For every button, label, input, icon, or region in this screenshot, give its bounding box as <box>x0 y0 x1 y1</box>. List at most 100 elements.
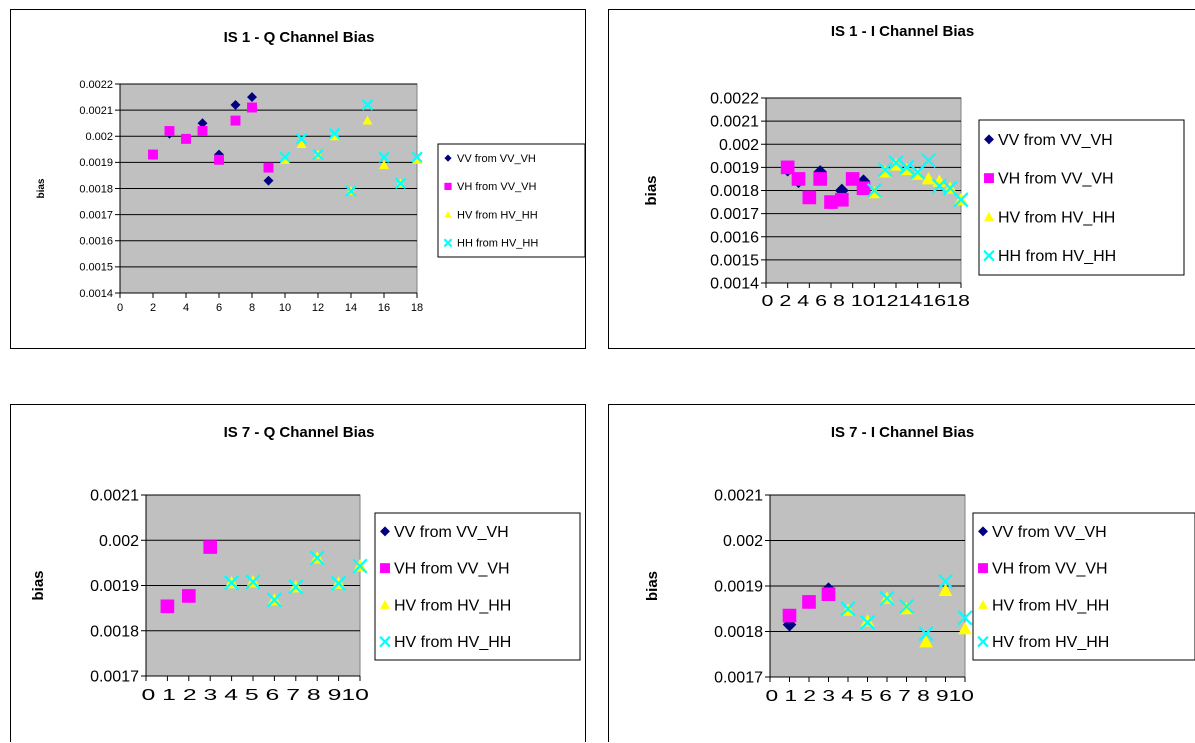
data-point <box>203 540 218 554</box>
y-tick-label: 0.0016 <box>79 236 113 248</box>
legend-marker <box>443 238 453 248</box>
data-point <box>266 592 282 608</box>
data-point <box>352 558 368 574</box>
x-tick-labels: 0 1 2 3 4 5 6 7 8 910 <box>142 687 370 704</box>
data-point <box>919 635 933 648</box>
data-point <box>245 574 261 590</box>
data-point <box>280 154 290 164</box>
y-tick-label: 0.0021 <box>714 488 763 505</box>
x-tick-label: 8 <box>249 302 255 314</box>
data-point <box>328 127 341 140</box>
y-tick-label: 0.0018 <box>90 623 139 640</box>
data-point <box>181 589 196 603</box>
x-tick-label: 0 <box>117 302 123 314</box>
y-tick-label: 0.0018 <box>714 624 763 641</box>
data-point <box>230 99 241 110</box>
data-point <box>958 621 972 635</box>
chart-svg-is7-i: IS 7 - I Channel Bias 0.0017 0.0018 0.0019 0… <box>644 424 1195 705</box>
legend-label: HV from HV_HH <box>457 209 538 221</box>
x-tick-label: 6 <box>216 302 222 314</box>
y-tick-label: 0.0014 <box>79 288 113 300</box>
data-point <box>214 149 224 160</box>
data-point <box>197 118 208 129</box>
legend-marker <box>380 563 390 574</box>
data-point <box>164 126 175 136</box>
legend-marker <box>978 526 988 537</box>
legend-box <box>972 512 1195 661</box>
chart-svg-is1-q: IS 1 - Q Channel Bias 0.0014 0.0015 0.0016 0… <box>36 29 586 314</box>
data-point <box>288 579 304 595</box>
y-tick-label: 0.0021 <box>79 105 113 117</box>
legend-marker <box>380 599 390 609</box>
legend-marker <box>444 154 452 162</box>
y-tick-label: 0.0019 <box>710 160 759 177</box>
data-point <box>247 102 257 113</box>
x-tick-label: 2 <box>150 302 156 314</box>
y-tick-label: 0.0021 <box>710 114 759 131</box>
chart-panel-is1-q: IS 1 - Q Channel Bias 0.0014 0.0015 0.0016 0… <box>10 9 586 349</box>
data-point <box>877 162 893 178</box>
chart-title: IS 1 - Q Channel Bias <box>224 29 375 46</box>
y-tick-label: 0.002 <box>99 533 139 550</box>
legend-label: VH from VV_VH <box>457 181 537 193</box>
data-point <box>782 617 797 632</box>
legend-box <box>437 143 586 258</box>
x-tick-labels: 0 2 4 6 8 1012141618 <box>762 293 971 310</box>
data-point <box>247 92 257 103</box>
y-tick-label: 0.0018 <box>710 183 759 200</box>
x-tick-labels: 0 1 2 3 4 5 6 7 8 910 <box>766 688 975 705</box>
data-point <box>329 131 340 141</box>
data-point <box>957 610 973 626</box>
y-tick-label: 0.002 <box>723 533 763 550</box>
chart-title: IS 1 - I Channel Bias <box>831 23 974 40</box>
data-point <box>953 192 969 208</box>
x-tick-label: 14 <box>345 302 357 314</box>
data-point <box>312 148 324 161</box>
data-point <box>840 601 856 617</box>
data-point <box>802 190 817 205</box>
data-point <box>361 99 374 111</box>
y-tick-label: 0.0015 <box>79 262 113 274</box>
data-point <box>918 626 934 642</box>
legend-label: HV from HV_HH <box>992 634 1109 651</box>
chart-svg-is1-i: IS 1 - I Channel Bias 0.0014 0.0015 0.0016 0… <box>643 23 1185 310</box>
data-point <box>331 575 347 591</box>
data-point <box>230 115 241 126</box>
data-point <box>899 159 915 175</box>
legend-label: VH from VV_VH <box>394 561 510 578</box>
data-point <box>378 151 390 163</box>
data-point <box>362 115 373 125</box>
legend-marker <box>978 563 988 574</box>
data-point <box>197 126 208 136</box>
chart-panel-is7-i: IS 7 - I Channel Bias 0.0017 0.0018 0.0019 0… <box>608 404 1195 742</box>
data-point <box>802 595 816 609</box>
legend-box <box>374 512 581 661</box>
legend-marker <box>983 249 995 262</box>
data-point <box>279 151 291 163</box>
y-tick-label: 0.002 <box>719 137 759 154</box>
data-point <box>866 182 882 199</box>
legend-marker <box>978 599 988 609</box>
legend-label: HH from HV_HH <box>457 238 538 250</box>
legend-label: HH from HV_HH <box>998 248 1116 265</box>
y-tick-label: 0.0014 <box>710 276 759 293</box>
data-point <box>309 550 325 566</box>
data-point <box>181 133 191 144</box>
data-point <box>937 573 954 590</box>
data-point <box>859 614 876 630</box>
legend-label: HV from HV_HH <box>394 597 511 614</box>
legend-label: VH from VV_VH <box>992 561 1108 578</box>
data-point <box>879 590 895 606</box>
data-point <box>791 172 806 186</box>
data-point <box>379 160 389 169</box>
legend-label: VH from VV_VH <box>998 171 1114 188</box>
chart-title: IS 7 - Q Channel Bias <box>224 424 375 441</box>
x-tick-label: 12 <box>312 302 324 314</box>
data-point <box>263 175 274 186</box>
legend-marker <box>984 134 994 145</box>
y-tick-label: 0.0019 <box>714 579 763 596</box>
legend-marker <box>977 635 989 648</box>
data-point <box>845 172 860 186</box>
legend-marker <box>984 211 994 221</box>
y-axis-label: bias <box>36 178 47 198</box>
